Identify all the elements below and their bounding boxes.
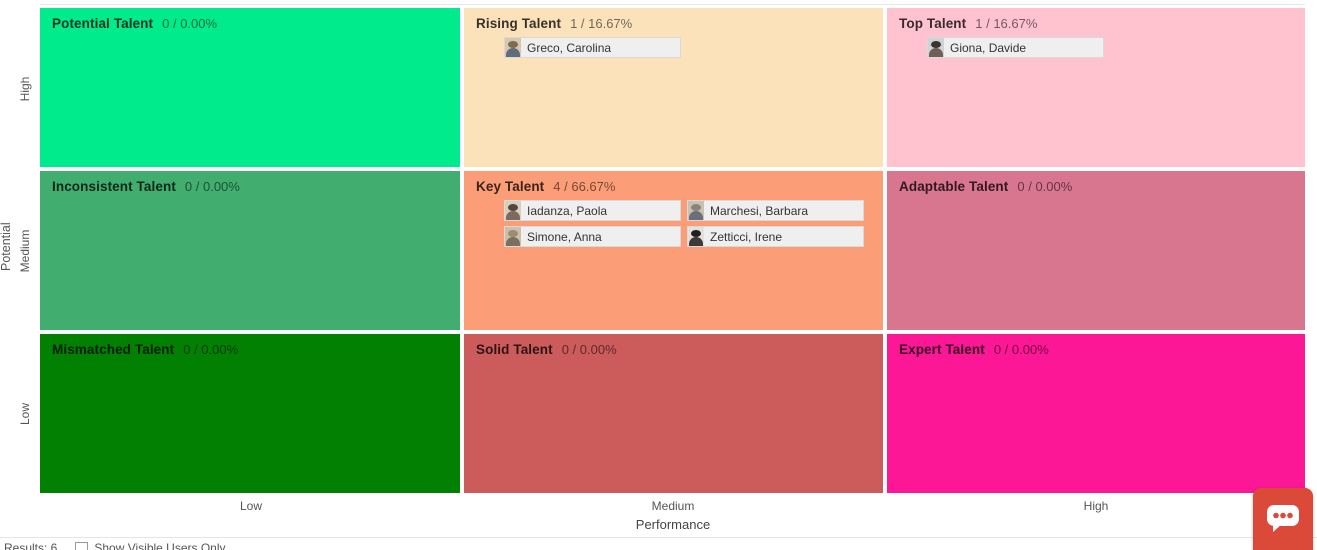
cell-title: Mismatched Talent [52,342,175,357]
y-tick-medium: Medium [18,229,32,273]
person-chip[interactable]: Greco, Carolina [504,37,681,58]
person-chip[interactable]: Iadanza, Paola [504,200,681,221]
cell-count: 0 / 0.00% [1017,179,1073,194]
chat-widget-button[interactable] [1253,488,1313,550]
x-tick-high: High [1083,499,1109,513]
cell-potential-talent[interactable]: Potential Talent 0 / 0.00% [40,8,460,167]
person-name: Zetticci, Irene [710,229,783,244]
person-name: Marchesi, Barbara [710,203,809,218]
cell-count: 0 / 0.00% [183,342,239,357]
cell-title: Inconsistent Talent [52,179,176,194]
x-axis-title: Performance [635,517,711,532]
avatar [688,201,704,220]
avatar [688,227,704,246]
person-chip[interactable]: Zetticci, Irene [687,226,864,247]
x-tick-low: Low [239,499,262,513]
person-chip[interactable]: Marchesi, Barbara [687,200,864,221]
cell-title: Expert Talent [899,342,985,357]
person-name: Iadanza, Paola [527,203,608,218]
cell-count: 0 / 0.00% [184,179,240,194]
cell-inconsistent-talent[interactable]: Inconsistent Talent 0 / 0.00% [40,171,460,330]
cell-title: Key Talent [476,179,545,194]
avatar [505,38,521,57]
visible-users-checkbox-label: Show Visible Users Only [94,541,226,550]
chat-bubble-icon [1265,502,1301,550]
avatar [505,201,521,220]
avatar [505,227,521,246]
cell-count: 1 / 16.67% [570,16,633,31]
person-chip[interactable]: Simone, Anna [504,226,681,247]
person-chip[interactable]: Giona, Davide [927,37,1104,58]
cell-count: 0 / 0.00% [561,342,617,357]
y-axis-title: Potential [0,222,13,271]
cell-count: 1 / 16.67% [975,16,1038,31]
avatar [928,38,944,57]
nine-box-grid: Potential Talent 0 / 0.00% Rising Talent… [40,8,1305,493]
y-tick-low: Low [18,403,32,426]
cell-top-talent[interactable]: Top Talent 1 / 16.67% Giona, Davide [887,8,1305,167]
cell-expert-talent[interactable]: Expert Talent 0 / 0.00% [887,334,1305,493]
person-name: Simone, Anna [527,229,602,244]
cell-count: 4 / 66.67% [553,179,616,194]
cell-title: Top Talent [899,16,967,31]
cell-title: Solid Talent [476,342,553,357]
panel-top-border [40,4,1305,5]
cell-title: Adaptable Talent [899,179,1009,194]
people-list: Giona, Davide [899,37,1295,58]
people-list: Iadanza, Paola Marchesi, Barbara Simone,… [476,200,873,247]
people-list: Greco, Carolina [476,37,873,58]
cell-key-talent[interactable]: Key Talent 4 / 66.67% Iadanza, Paola Mar… [464,171,883,330]
cell-mismatched-talent[interactable]: Mismatched Talent 0 / 0.00% [40,334,460,493]
visible-users-checkbox[interactable] [75,541,89,550]
results-label: Results: 6 [4,541,58,550]
cell-count: 0 / 0.00% [993,342,1049,357]
cell-solid-talent[interactable]: Solid Talent 0 / 0.00% [464,334,883,493]
y-tick-high: High [18,76,32,102]
cell-title: Rising Talent [476,16,562,31]
cell-count: 0 / 0.00% [162,16,218,31]
footer-divider [0,537,1317,538]
footer-bar: Results: 6 Show Visible Users Only [4,541,1237,550]
person-name: Greco, Carolina [527,40,612,55]
cell-rising-talent[interactable]: Rising Talent 1 / 16.67% Greco, Carolina [464,8,883,167]
cell-title: Potential Talent [52,16,154,31]
person-name: Giona, Davide [950,40,1027,55]
x-tick-medium: Medium [651,499,695,513]
cell-adaptable-talent[interactable]: Adaptable Talent 0 / 0.00% [887,171,1305,330]
